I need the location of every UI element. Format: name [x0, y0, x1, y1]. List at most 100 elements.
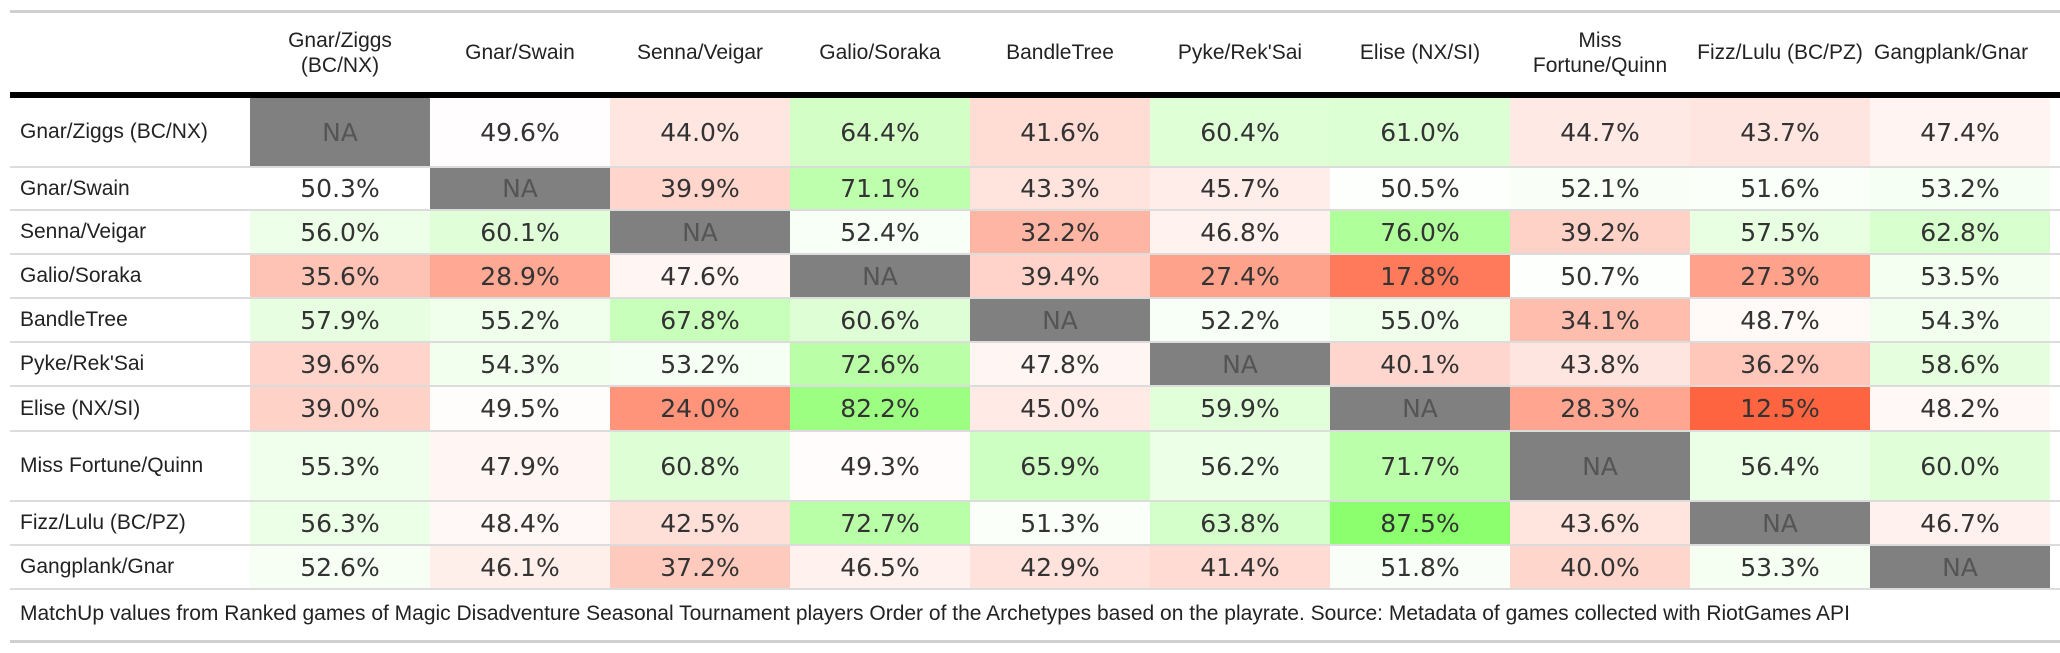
column-header: BandleTree	[1006, 41, 1114, 64]
row-separator	[10, 385, 2060, 387]
heatmap-cell: 27.3%	[1690, 255, 1870, 297]
heatmap-cell: 39.2%	[1510, 211, 1690, 253]
heatmap-cell: 48.7%	[1690, 299, 1870, 341]
heatmap-cell: 52.1%	[1510, 168, 1690, 209]
heatmap-cell: 54.3%	[430, 343, 610, 385]
heatmap-cell: 60.6%	[790, 299, 970, 341]
heatmap-cell: 35.6%	[250, 255, 430, 297]
heatmap-cell: 53.2%	[1870, 168, 2050, 209]
heatmap-cell: 65.9%	[970, 432, 1150, 500]
row-label: Galio/Soraka	[20, 264, 142, 287]
heatmap-cell: 82.2%	[790, 387, 970, 430]
heatmap-cell: 52.6%	[250, 546, 430, 588]
row-separator	[10, 166, 2060, 168]
heatmap-cell-na: NA	[1870, 546, 2050, 588]
heatmap-cell: 76.0%	[1330, 211, 1510, 253]
heatmap-cell: 43.6%	[1510, 502, 1690, 544]
column-header: Gnar/Swain	[465, 41, 575, 64]
heatmap-cell: 44.0%	[610, 98, 790, 166]
heatmap-cell: 57.5%	[1690, 211, 1870, 253]
bottom-rule	[10, 640, 2060, 643]
heatmap-cell: 27.4%	[1150, 255, 1330, 297]
column-header: Miss Fortune/Quinn	[1532, 28, 1668, 77]
row-separator	[10, 588, 2060, 590]
heatmap-cell: 50.3%	[250, 168, 430, 209]
column-header: Fizz/Lulu (BC/PZ)	[1697, 41, 1863, 64]
heatmap-cell-na: NA	[610, 211, 790, 253]
column-header: Senna/Veigar	[636, 41, 764, 64]
column-header: Pyke/Rek'Sai	[1177, 41, 1303, 64]
heatmap-cell: 51.8%	[1330, 546, 1510, 588]
top-rule	[10, 10, 2060, 13]
heatmap-cell: 56.0%	[250, 211, 430, 253]
heatmap-cell: 39.6%	[250, 343, 430, 385]
heatmap-cell: 52.4%	[790, 211, 970, 253]
column-header: Gnar/Ziggs (BC/NX)	[288, 28, 392, 77]
heatmap-cell: 53.5%	[1870, 255, 2050, 297]
heatmap-cell: 71.1%	[790, 168, 970, 209]
heatmap-cell-na: NA	[1330, 387, 1510, 430]
heatmap-cell: 72.7%	[790, 502, 970, 544]
heatmap-cell: 62.8%	[1870, 211, 2050, 253]
column-header: Galio/Soraka	[819, 41, 941, 64]
heatmap-cell: 56.4%	[1690, 432, 1870, 500]
heatmap-cell: 49.6%	[430, 98, 610, 166]
heatmap-cell: 87.5%	[1330, 502, 1510, 544]
row-separator	[10, 500, 2060, 502]
heatmap-cell: 39.0%	[250, 387, 430, 430]
column-header: Gangplank/Gnar	[1874, 41, 2029, 64]
heatmap-cell: 53.2%	[610, 343, 790, 385]
row-separator	[10, 430, 2060, 432]
heatmap-cell-na: NA	[1150, 343, 1330, 385]
heatmap-cell: 40.1%	[1330, 343, 1510, 385]
heatmap-cell: 46.7%	[1870, 502, 2050, 544]
heatmap-cell: 46.1%	[430, 546, 610, 588]
heatmap-cell-na: NA	[790, 255, 970, 297]
matchup-table: Gnar/Ziggs (BC/NX) Gnar/Swain Senna/Veigar…	[10, 10, 2060, 643]
heatmap-cell: 42.9%	[970, 546, 1150, 588]
row-label: Elise (NX/SI)	[20, 396, 141, 420]
heatmap-cell: 60.0%	[1870, 432, 2050, 500]
heatmap-cell: 45.0%	[970, 387, 1150, 430]
heatmap-cell: 28.9%	[430, 255, 610, 297]
heatmap-cell: 60.4%	[1150, 98, 1330, 166]
heatmap-cell: 28.3%	[1510, 387, 1690, 430]
heatmap-cell: 51.6%	[1690, 168, 1870, 209]
heatmap-cell: 40.0%	[1510, 546, 1690, 588]
heatmap-cell: 47.6%	[610, 255, 790, 297]
heatmap-cell: 34.1%	[1510, 299, 1690, 341]
heatmap-cell: 48.2%	[1870, 387, 2050, 430]
heatmap-cell: 50.7%	[1510, 255, 1690, 297]
heatmap-cell: 12.5%	[1690, 387, 1870, 430]
heatmap-cell: 57.9%	[250, 299, 430, 341]
heatmap-cell: 56.3%	[250, 502, 430, 544]
heatmap-cell: 71.7%	[1330, 432, 1510, 500]
heatmap-cell: 24.0%	[610, 387, 790, 430]
row-label: Miss Fortune/Quinn	[20, 454, 204, 477]
heatmap-cell: 63.8%	[1150, 502, 1330, 544]
heatmap-cell: 39.4%	[970, 255, 1150, 297]
heatmap-cell: 32.2%	[970, 211, 1150, 253]
heatmap-cell-na: NA	[1690, 502, 1870, 544]
heatmap-cell: 53.3%	[1690, 546, 1870, 588]
heatmap-cell-na: NA	[970, 299, 1150, 341]
heatmap-cell: 64.4%	[790, 98, 970, 166]
heatmap-cell: 52.2%	[1150, 299, 1330, 341]
heatmap-cell: 67.8%	[610, 299, 790, 341]
row-separator	[10, 209, 2060, 211]
heatmap-cell: 45.7%	[1150, 168, 1330, 209]
heatmap-cell: 17.8%	[1330, 255, 1510, 297]
heatmap-cell: 55.2%	[430, 299, 610, 341]
heatmap-cell: 51.3%	[970, 502, 1150, 544]
heatmap-cell: 44.7%	[1510, 98, 1690, 166]
heatmap-cell: 55.0%	[1330, 299, 1510, 341]
heatmap-cell: 50.5%	[1330, 168, 1510, 209]
heatmap-cell: 42.5%	[610, 502, 790, 544]
heatmap-cell: 47.4%	[1870, 98, 2050, 166]
row-separator	[10, 341, 2060, 343]
header-rule	[10, 92, 2060, 98]
table-caption: MatchUp values from Ranked games of Magi…	[20, 602, 1850, 625]
heatmap-cell-na: NA	[250, 98, 430, 166]
heatmap-cell: 60.8%	[610, 432, 790, 500]
heatmap-cell: 46.5%	[790, 546, 970, 588]
